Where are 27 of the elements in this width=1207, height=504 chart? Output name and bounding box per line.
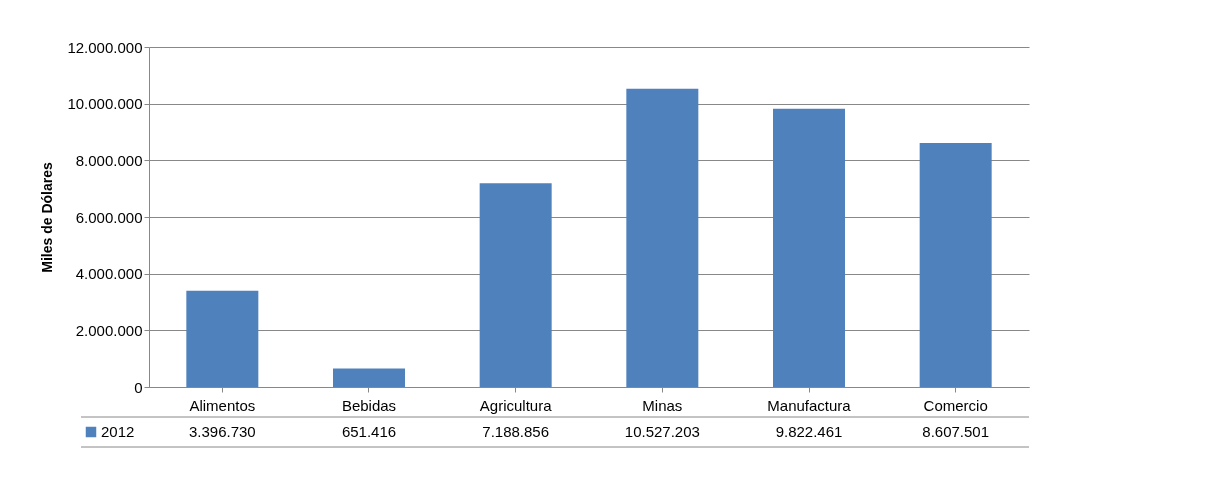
data-label: 8.607.501 (922, 423, 990, 440)
data-label: 3.396.730 (188, 423, 256, 440)
y-tick-label: 8.000.000 (75, 151, 143, 169)
x-tick-label: Agricultura (479, 396, 553, 414)
data-label: 9.822.461 (775, 423, 843, 440)
bar (479, 183, 552, 387)
y-tick-label: 2.000.000 (75, 321, 143, 339)
bar (333, 368, 405, 387)
y-tick-label: 0 (134, 378, 143, 396)
x-tick-label: Comercio (923, 396, 988, 414)
y-tick-label: 12.000.000 (67, 38, 143, 56)
bar (773, 108, 845, 387)
y-axis-title: Miles de Dólares (39, 162, 56, 273)
y-tick-label: 4.000.000 (75, 265, 143, 283)
bar (626, 88, 699, 387)
x-tick-label: Manufactura (767, 396, 852, 414)
x-tick-label: Alimentos (189, 396, 256, 414)
data-label: 10.527.203 (624, 423, 700, 440)
x-tick-label: Minas (642, 396, 683, 414)
legend-label: 2012 (101, 423, 135, 440)
bar (919, 143, 992, 387)
data-label: 7.188.856 (482, 423, 550, 440)
bar (186, 290, 259, 387)
data-label: 651.416 (341, 423, 397, 440)
x-tick-label: Bebidas (341, 396, 397, 414)
y-tick-label: 6.000.000 (75, 208, 143, 226)
y-tick-label: 10.000.000 (67, 95, 143, 113)
